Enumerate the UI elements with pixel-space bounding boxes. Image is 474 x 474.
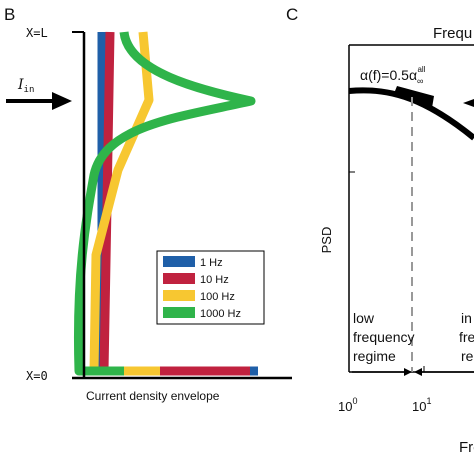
high-regime-line-2: fre [459, 329, 474, 345]
panel-b-plot [73, 31, 258, 376]
high-regime-line-3: re [461, 348, 474, 364]
low-regime-arrowhead [404, 368, 412, 376]
legend-label-100hz: 100 Hz [200, 291, 235, 303]
legend-swatch-100hz [163, 290, 195, 301]
series-line-10hz [99, 31, 250, 376]
legend-label-1hz: 1 Hz [200, 257, 223, 269]
panel-b-y-top-label: X=L [26, 26, 48, 40]
x-tick-label-1: 101 [412, 396, 431, 414]
panel-b-x-label: Current density envelope [86, 389, 220, 403]
psd-right-arrow [463, 99, 474, 107]
panel-c-label: C [286, 5, 298, 24]
psd-wedge [393, 86, 434, 108]
panel-b-label: B [4, 5, 15, 24]
input-arrow-head [52, 92, 72, 110]
panel-b-y-bottom-label: X=0 [26, 369, 48, 383]
low-regime-line-3: regime [353, 348, 396, 364]
alpha-annotation: α(f)=0.5α∞all [360, 65, 426, 86]
panel-c-x-label: Fre [459, 439, 474, 456]
legend-swatch-1000hz [163, 307, 195, 318]
series-line-1000hz [73, 31, 256, 376]
input-current-label: Iin [17, 77, 34, 95]
legend-swatch-1hz [163, 256, 195, 267]
low-regime-line-2: frequency [353, 329, 414, 345]
low-regime-line-1: low [353, 310, 375, 326]
high-regime-arrowhead [414, 368, 422, 376]
high-regime-line-1: in [461, 310, 472, 326]
legend-label-1000hz: 1000 Hz [200, 308, 241, 320]
legend-label-10hz: 10 Hz [200, 274, 229, 286]
panel-c-title: Frequ [433, 25, 472, 42]
legend-swatch-10hz [163, 273, 195, 284]
x-tick-label-0: 100 [338, 396, 357, 414]
panel-b-legend: 1 Hz 10 Hz 100 Hz 1000 Hz [156, 250, 265, 325]
panel-c-y-label: PSD [319, 227, 334, 254]
